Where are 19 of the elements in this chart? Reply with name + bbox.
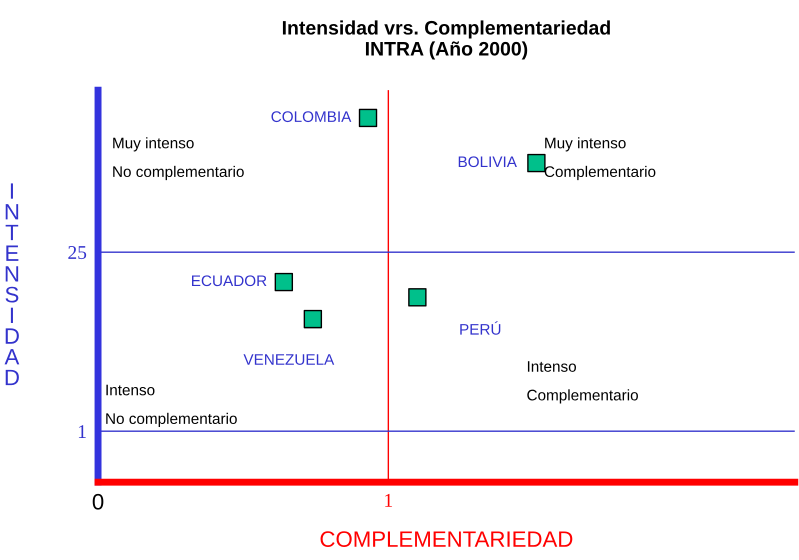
point (408, 288, 427, 307)
annotation: Muy intenso Complementario (544, 137, 656, 180)
x-axis-title: COMPLEMENTARIEDAD (320, 531, 572, 547)
text: PERÚ (460, 321, 500, 335)
point (358, 108, 378, 128)
y-tick-label: 25 (68, 246, 86, 260)
point (527, 154, 546, 172)
point (274, 272, 294, 292)
series-label: VENEZUELA (243, 354, 334, 365)
annotation: Muy intenso No complementario (113, 137, 244, 180)
series-label: ECUADOR (192, 275, 266, 286)
text: INTENSIDAD (4, 183, 20, 386)
series-label: BOLIVIA (458, 156, 517, 168)
chart-title: Intensidad vrs. Complementariedad INTRA (Año 2000) (282, 20, 610, 60)
annotation: Intenso Complementario (527, 361, 638, 404)
series-label: COLOMBIA (271, 111, 352, 122)
annotation: Intenso No complementario (106, 384, 237, 428)
point (304, 310, 322, 328)
x-tick-label: 0 (92, 494, 104, 510)
